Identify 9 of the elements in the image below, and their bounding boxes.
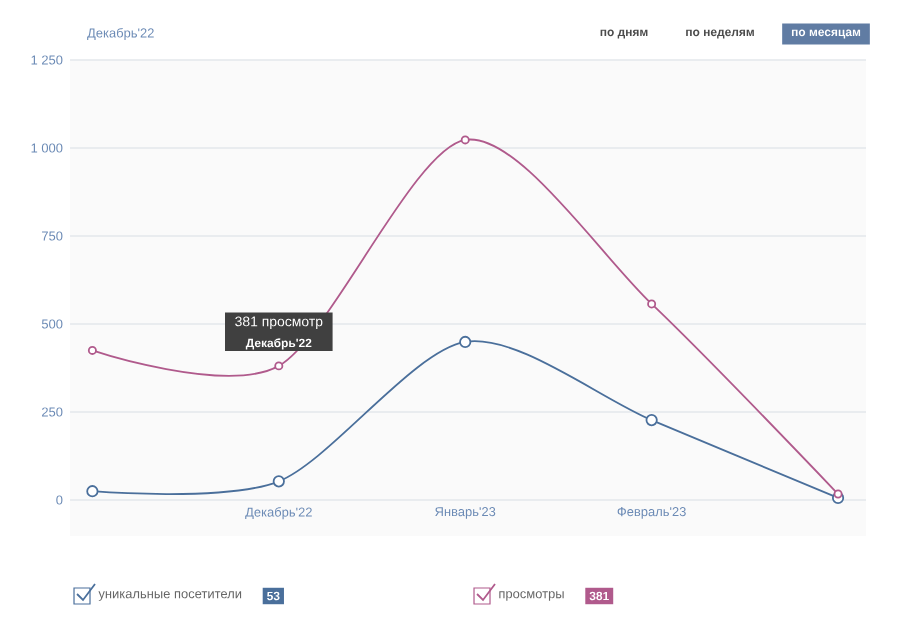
point	[645, 414, 658, 427]
point	[272, 475, 285, 488]
point	[833, 489, 843, 499]
point	[459, 335, 472, 349]
point	[86, 485, 99, 498]
point	[87, 345, 97, 355]
point	[460, 135, 470, 145]
point	[647, 299, 657, 309]
point	[274, 361, 284, 371]
